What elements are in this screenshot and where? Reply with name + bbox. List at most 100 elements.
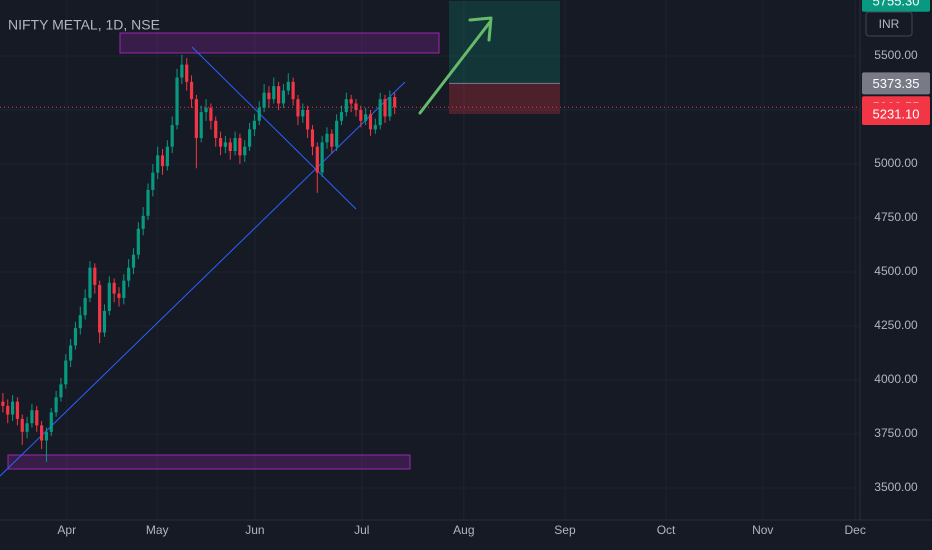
chart-title: NIFTY METAL, 1D, NSE [8, 17, 160, 33]
x-tick-label: Nov [752, 523, 773, 537]
candle-body [20, 418, 24, 432]
candle-body [122, 280, 126, 298]
candle-body [223, 142, 227, 147]
candle-body [175, 77, 179, 126]
candle-body [393, 97, 397, 108]
candle-body [218, 138, 223, 147]
candle-body [335, 120, 339, 147]
candle-body [1, 401, 5, 406]
candle-body [6, 405, 10, 415]
candle-body [30, 410, 34, 424]
candle-body [306, 109, 310, 130]
candle-body [93, 267, 97, 285]
y-tick-label: 5000.00 [874, 156, 918, 170]
candle-body [189, 81, 194, 100]
candle-body [267, 92, 271, 100]
candle-body [214, 120, 218, 139]
price-label-box [862, 103, 930, 126]
candle-body [247, 129, 252, 147]
candle-body [185, 64, 189, 82]
candle-body [151, 172, 155, 190]
arrow [418, 16, 493, 115]
drawings [0, 0, 860, 477]
candle-body [262, 92, 266, 108]
candle-body [252, 120, 257, 130]
candle-body [25, 423, 29, 432]
candle-body [35, 410, 39, 426]
candle-body [141, 215, 145, 229]
x-tick-label: Apr [57, 523, 76, 537]
candle-body [238, 138, 242, 156]
candle-body [373, 125, 377, 130]
candle-body [291, 81, 295, 100]
candle-body [49, 412, 53, 432]
candle-body [378, 99, 382, 126]
candle-body [160, 155, 165, 167]
candle-body [339, 112, 344, 121]
candle-body [257, 107, 261, 121]
x-tick-label: Jun [245, 523, 264, 537]
x-tick-label: Sep [554, 523, 576, 537]
currency: INR [879, 17, 900, 31]
y-tick-label: 4500.00 [874, 264, 918, 278]
candle-body [228, 142, 232, 152]
candle-body [344, 99, 348, 113]
candle-body [199, 112, 203, 139]
price-label: 5755.30 [873, 0, 920, 8]
candle-body [194, 99, 198, 139]
arrow-line [418, 20, 492, 115]
y-tick-label: 4250.00 [874, 318, 918, 332]
candle-body [310, 129, 315, 147]
candle-body [349, 99, 353, 104]
candle-body [69, 345, 73, 361]
candle-body [368, 114, 373, 130]
profit-zone [449, 0, 560, 84]
trend-line [0, 81, 406, 477]
candle-body [131, 254, 136, 268]
candle-body [165, 146, 169, 167]
candle-body [146, 189, 150, 216]
x-tick-label: May [146, 523, 169, 537]
candle-body [15, 401, 20, 419]
candle-body [320, 142, 324, 173]
candle-body [364, 114, 368, 121]
candle-body [272, 86, 276, 100]
arrow-head [468, 16, 493, 42]
price-axis: 3500.00 3750.00 4000.00 4250.00 4500.00 4750.… [862, 0, 930, 494]
y-tick-label: 4750.00 [874, 210, 918, 224]
candle-body [233, 138, 237, 152]
support-zone [7, 454, 411, 470]
grid [0, 0, 860, 520]
candle-body [136, 228, 140, 255]
y-tick-label: 3750.00 [874, 426, 918, 440]
price-label: 5231.10 [873, 106, 920, 121]
price-label-box [862, 72, 930, 95]
y-tick-label: 5500.00 [874, 48, 918, 62]
candle-body [59, 384, 63, 398]
candle-body [102, 310, 107, 333]
resistance-zone [119, 32, 440, 54]
candle-body [301, 109, 305, 117]
candle-body [296, 99, 300, 117]
candle-body [325, 133, 329, 143]
currency-box [865, 11, 913, 37]
candle-body [281, 90, 286, 104]
y-tick-label: 3500.00 [874, 480, 918, 494]
price-label-box [862, 0, 930, 12]
x-tick-label: Oct [657, 523, 676, 537]
candle-body [209, 107, 213, 121]
candle-body [359, 109, 363, 121]
price-label: 5373.35 [873, 76, 920, 91]
candle-body [112, 282, 116, 294]
x-tick-label: Aug [453, 523, 474, 537]
candle-body [117, 293, 121, 298]
candle-body [78, 315, 82, 329]
candle-body [73, 328, 78, 346]
plot [1, 54, 397, 463]
x-tick-label: Jul [354, 523, 369, 537]
candle-body [10, 401, 15, 415]
candle-body [83, 297, 87, 316]
candle-body [180, 64, 184, 78]
candle-body [127, 267, 131, 281]
